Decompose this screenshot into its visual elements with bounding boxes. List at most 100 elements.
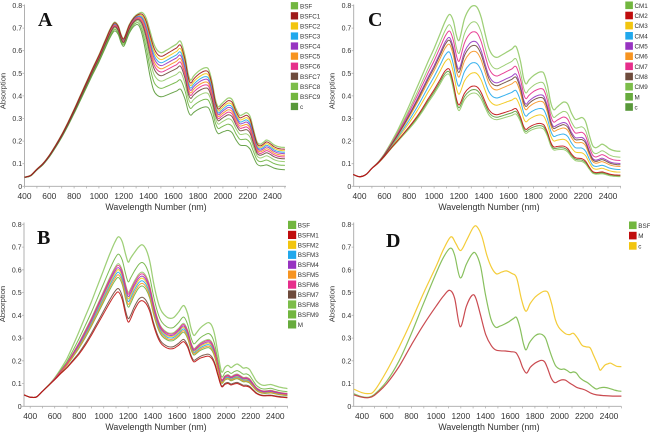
svg-text:0.5: 0.5 <box>342 71 352 78</box>
svg-text:1600: 1600 <box>499 191 518 201</box>
svg-text:BSFC4: BSFC4 <box>300 44 321 51</box>
svg-text:2000: 2000 <box>214 191 233 201</box>
svg-text:600: 600 <box>42 191 56 201</box>
svg-text:c: c <box>638 243 641 250</box>
svg-text:BSFC3: BSFC3 <box>300 34 321 41</box>
svg-text:1200: 1200 <box>451 411 470 421</box>
svg-text:c: c <box>635 105 638 112</box>
svg-text:0.5: 0.5 <box>12 71 22 78</box>
svg-text:BSFC6: BSFC6 <box>300 64 321 71</box>
svg-text:2200: 2200 <box>238 191 257 201</box>
svg-text:BSF: BSF <box>300 3 312 10</box>
svg-text:0.8: 0.8 <box>12 3 22 10</box>
svg-text:BSFM1: BSFM1 <box>298 232 319 239</box>
svg-text:0.8: 0.8 <box>342 222 352 229</box>
svg-text:1400: 1400 <box>476 411 495 421</box>
svg-text:BSF: BSF <box>298 222 310 229</box>
svg-text:1600: 1600 <box>168 411 187 421</box>
svg-text:M: M <box>635 94 640 101</box>
svg-text:CM1: CM1 <box>635 3 649 10</box>
svg-text:BSFC8: BSFC8 <box>300 84 321 91</box>
svg-text:BSFM8: BSFM8 <box>298 302 319 309</box>
svg-text:C: C <box>368 9 382 31</box>
svg-text:BSFC9: BSFC9 <box>300 94 321 101</box>
svg-text:BSFM2: BSFM2 <box>298 242 319 249</box>
svg-text:2400: 2400 <box>266 411 285 421</box>
svg-text:1800: 1800 <box>524 191 543 201</box>
svg-text:600: 600 <box>380 411 394 421</box>
svg-text:CM3: CM3 <box>635 23 649 30</box>
svg-text:0.6: 0.6 <box>342 267 352 274</box>
svg-text:Wavelength Number (nm): Wavelength Number (nm) <box>105 422 206 432</box>
svg-text:0.7: 0.7 <box>12 245 22 252</box>
svg-text:0.2: 0.2 <box>342 139 352 146</box>
svg-text:0.6: 0.6 <box>342 48 352 55</box>
svg-text:1600: 1600 <box>501 411 520 421</box>
svg-text:BSFM7: BSFM7 <box>298 292 319 299</box>
svg-text:800: 800 <box>402 191 416 201</box>
svg-text:Wavelength Number (nm): Wavelength Number (nm) <box>105 202 206 212</box>
svg-text:0.2: 0.2 <box>342 358 352 365</box>
svg-text:0.3: 0.3 <box>342 116 352 123</box>
svg-text:0: 0 <box>347 184 351 191</box>
svg-text:CM5: CM5 <box>635 44 649 51</box>
svg-text:0.6: 0.6 <box>12 267 22 274</box>
svg-text:BSFC1: BSFC1 <box>300 13 321 20</box>
svg-text:CM2: CM2 <box>635 13 649 20</box>
svg-text:1800: 1800 <box>189 191 208 201</box>
svg-text:0.2: 0.2 <box>12 139 22 146</box>
svg-text:0: 0 <box>18 184 22 191</box>
svg-text:600: 600 <box>377 191 391 201</box>
svg-text:M: M <box>638 233 643 240</box>
svg-text:2000: 2000 <box>549 191 568 201</box>
svg-text:0.8: 0.8 <box>12 222 22 229</box>
svg-text:800: 800 <box>72 411 86 421</box>
svg-text:1200: 1200 <box>450 191 469 201</box>
svg-text:1800: 1800 <box>192 411 211 421</box>
svg-text:2000: 2000 <box>217 411 236 421</box>
svg-text:0.1: 0.1 <box>342 161 352 168</box>
svg-text:1000: 1000 <box>425 191 444 201</box>
svg-text:B: B <box>37 227 50 249</box>
svg-text:BSFC5: BSFC5 <box>300 54 321 61</box>
svg-text:400: 400 <box>18 191 32 201</box>
svg-text:2400: 2400 <box>599 191 618 201</box>
svg-text:CM4: CM4 <box>635 33 649 40</box>
svg-text:2200: 2200 <box>575 411 594 421</box>
svg-text:1200: 1200 <box>119 411 138 421</box>
svg-text:0: 0 <box>18 404 22 411</box>
svg-text:BSFM6: BSFM6 <box>298 282 319 289</box>
svg-text:0.5: 0.5 <box>12 290 22 297</box>
svg-text:0.4: 0.4 <box>12 93 22 100</box>
svg-text:1000: 1000 <box>94 411 113 421</box>
svg-text:0.6: 0.6 <box>12 48 22 55</box>
svg-text:1000: 1000 <box>90 191 109 201</box>
svg-text:0.7: 0.7 <box>342 245 352 252</box>
svg-text:BSF: BSF <box>638 223 650 230</box>
svg-text:M: M <box>298 322 303 329</box>
svg-text:0.3: 0.3 <box>12 336 22 343</box>
svg-text:600: 600 <box>48 411 62 421</box>
svg-text:0.1: 0.1 <box>12 381 22 388</box>
svg-text:0.4: 0.4 <box>12 313 22 320</box>
svg-text:400: 400 <box>23 411 37 421</box>
svg-text:1400: 1400 <box>143 411 162 421</box>
svg-text:0.3: 0.3 <box>12 116 22 123</box>
svg-text:Wavelength Number (nm): Wavelength Number (nm) <box>438 202 539 212</box>
svg-text:0.1: 0.1 <box>342 381 352 388</box>
svg-text:1400: 1400 <box>474 191 493 201</box>
svg-text:1600: 1600 <box>164 191 183 201</box>
svg-text:400: 400 <box>353 191 367 201</box>
svg-text:1000: 1000 <box>427 411 446 421</box>
svg-text:2400: 2400 <box>263 191 282 201</box>
svg-text:2200: 2200 <box>574 191 593 201</box>
svg-text:BSFM4: BSFM4 <box>298 262 319 269</box>
svg-text:0.4: 0.4 <box>342 313 352 320</box>
svg-text:0.8: 0.8 <box>342 3 352 10</box>
svg-text:Absorption: Absorption <box>328 73 337 109</box>
svg-text:D: D <box>386 230 400 252</box>
svg-text:0.4: 0.4 <box>342 93 352 100</box>
svg-text:BSFM9: BSFM9 <box>298 312 319 319</box>
svg-text:0.7: 0.7 <box>12 26 22 33</box>
svg-text:Absorption: Absorption <box>328 286 337 322</box>
